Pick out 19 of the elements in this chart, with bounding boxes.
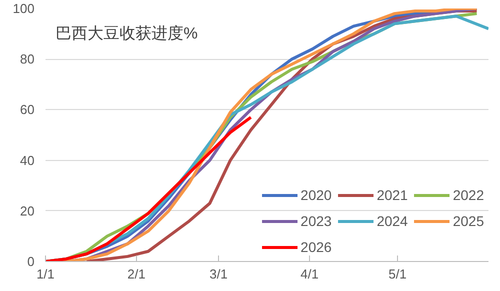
y-tick-label: 40	[20, 152, 35, 168]
y-tick-label: 80	[20, 52, 35, 67]
legend-label: 2025	[452, 213, 484, 229]
legend-label: 2026	[300, 239, 332, 255]
legend-label: 2020	[300, 187, 332, 203]
legend-label: 2024	[376, 213, 408, 229]
legend-label: 2021	[376, 187, 408, 203]
legend-label: 2023	[300, 213, 332, 229]
x-tick-label: 5/1	[388, 266, 407, 282]
x-tick-label: 1/1	[36, 266, 55, 282]
text: 巴西大豆收获进度%	[56, 24, 198, 42]
x-tick-label: 4/1	[300, 266, 319, 282]
y-tick-label: 60	[20, 102, 35, 118]
y-tick-label: 0	[27, 254, 35, 269]
y-tick-label: 20	[20, 203, 35, 218]
y-tick-label: 100	[12, 1, 35, 16]
x-tick-label: 3/1	[210, 266, 228, 282]
x-tick-label: 2/1	[127, 266, 146, 282]
legend-label: 2022	[452, 187, 484, 203]
